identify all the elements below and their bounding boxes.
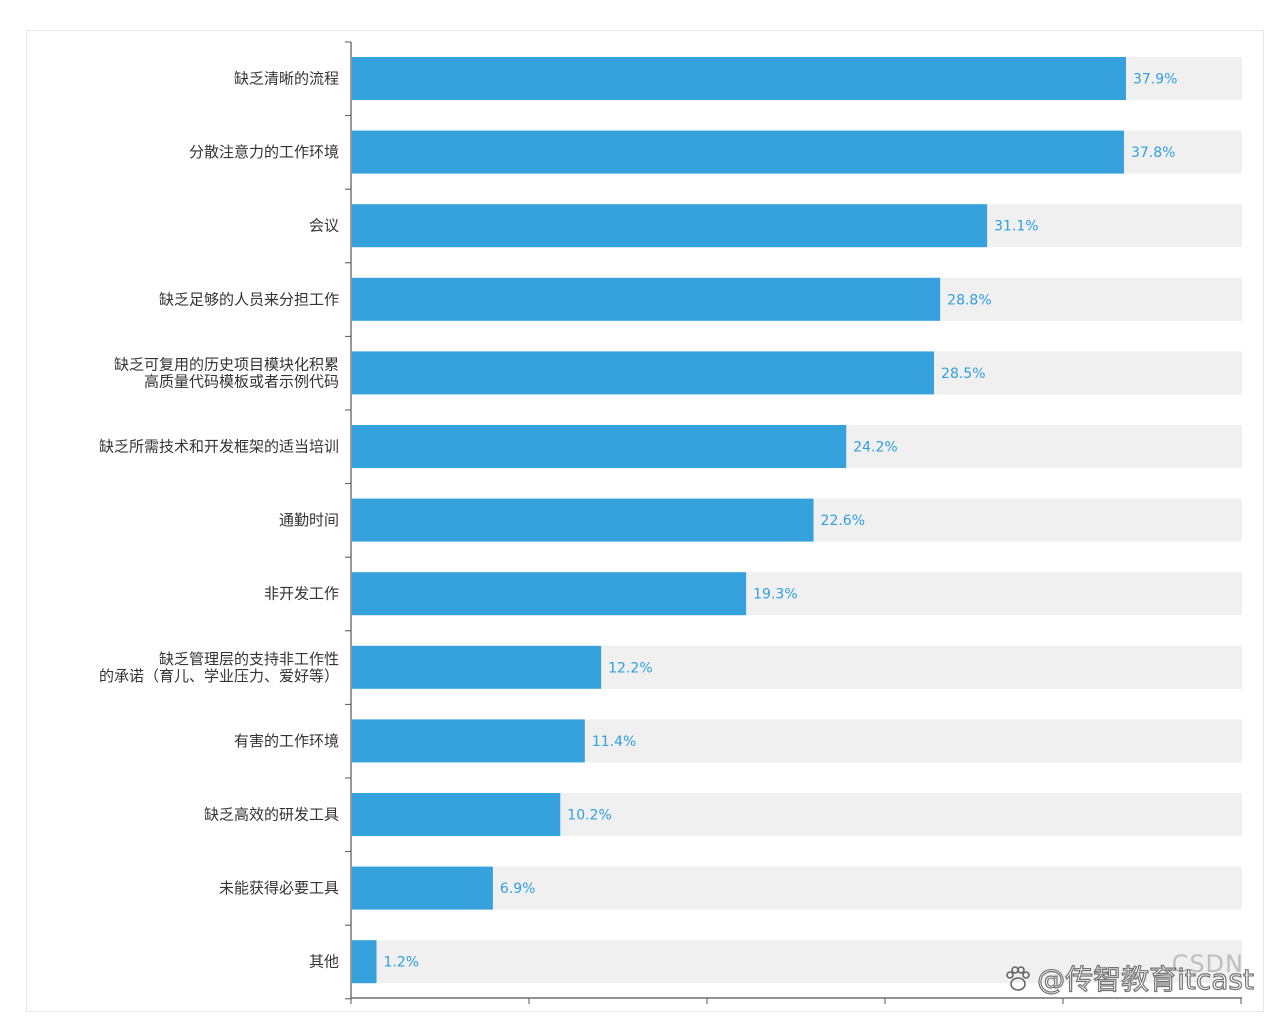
category-label: 缺乏高效的研发工具 [204, 806, 339, 824]
category-label: 缺乏可复用的历史项目模块化积累 [114, 355, 339, 373]
bar [352, 498, 814, 542]
data-label: 24.2% [853, 440, 897, 456]
bar [352, 645, 602, 689]
data-label: 10.2% [567, 808, 611, 824]
bar [352, 130, 1124, 174]
bar [352, 719, 585, 763]
category-label: 有害的工作环境 [234, 732, 339, 750]
bar [352, 57, 1126, 100]
category-label: 未能获得必要工具 [219, 879, 339, 897]
watermark: @传智教育itcast [1003, 954, 1255, 998]
category-label: 其他 [309, 953, 339, 971]
data-label: 1.2% [384, 955, 420, 971]
bar [352, 940, 377, 984]
category-label: 分散注意力的工作环境 [189, 143, 339, 161]
category-label: 缺乏清晰的流程 [234, 70, 339, 88]
watermark-csdn: CSDN [1171, 950, 1244, 978]
bar-track [352, 866, 1242, 910]
category-label: 通勤时间 [279, 511, 339, 529]
bar [352, 866, 493, 910]
category-label: 高质量代码模板或者示例代码 [144, 372, 339, 390]
category-label: 缺乏所需技术和开发框架的适当培训 [99, 438, 339, 456]
bar-track [352, 940, 1242, 984]
data-label: 22.6% [821, 513, 865, 529]
watermark-text: @传智教育itcast [1037, 962, 1255, 996]
category-label: 非开发工作 [264, 585, 339, 603]
bar [352, 277, 941, 321]
category-label: 缺乏管理层的支持非工作性 [159, 650, 339, 668]
category-label: 缺乏足够的人员来分担工作 [159, 290, 339, 308]
bar [352, 425, 847, 468]
bar [352, 572, 747, 616]
bar [352, 204, 988, 248]
paw-icon [1006, 966, 1030, 991]
data-label: 12.2% [608, 660, 652, 676]
data-label: 11.4% [592, 734, 636, 750]
data-label: 37.8% [1131, 145, 1175, 161]
data-label: 6.9% [500, 881, 536, 897]
data-label: 37.9% [1133, 72, 1177, 88]
bar [352, 793, 561, 836]
category-label: 的承诺（育儿、学业压力、爱好等） [99, 667, 339, 685]
data-label: 19.3% [753, 587, 797, 603]
bar [352, 351, 935, 395]
data-label: 31.1% [994, 219, 1038, 235]
data-label: 28.5% [941, 366, 985, 382]
data-label: 28.8% [947, 292, 991, 308]
category-label: 会议 [309, 217, 339, 235]
